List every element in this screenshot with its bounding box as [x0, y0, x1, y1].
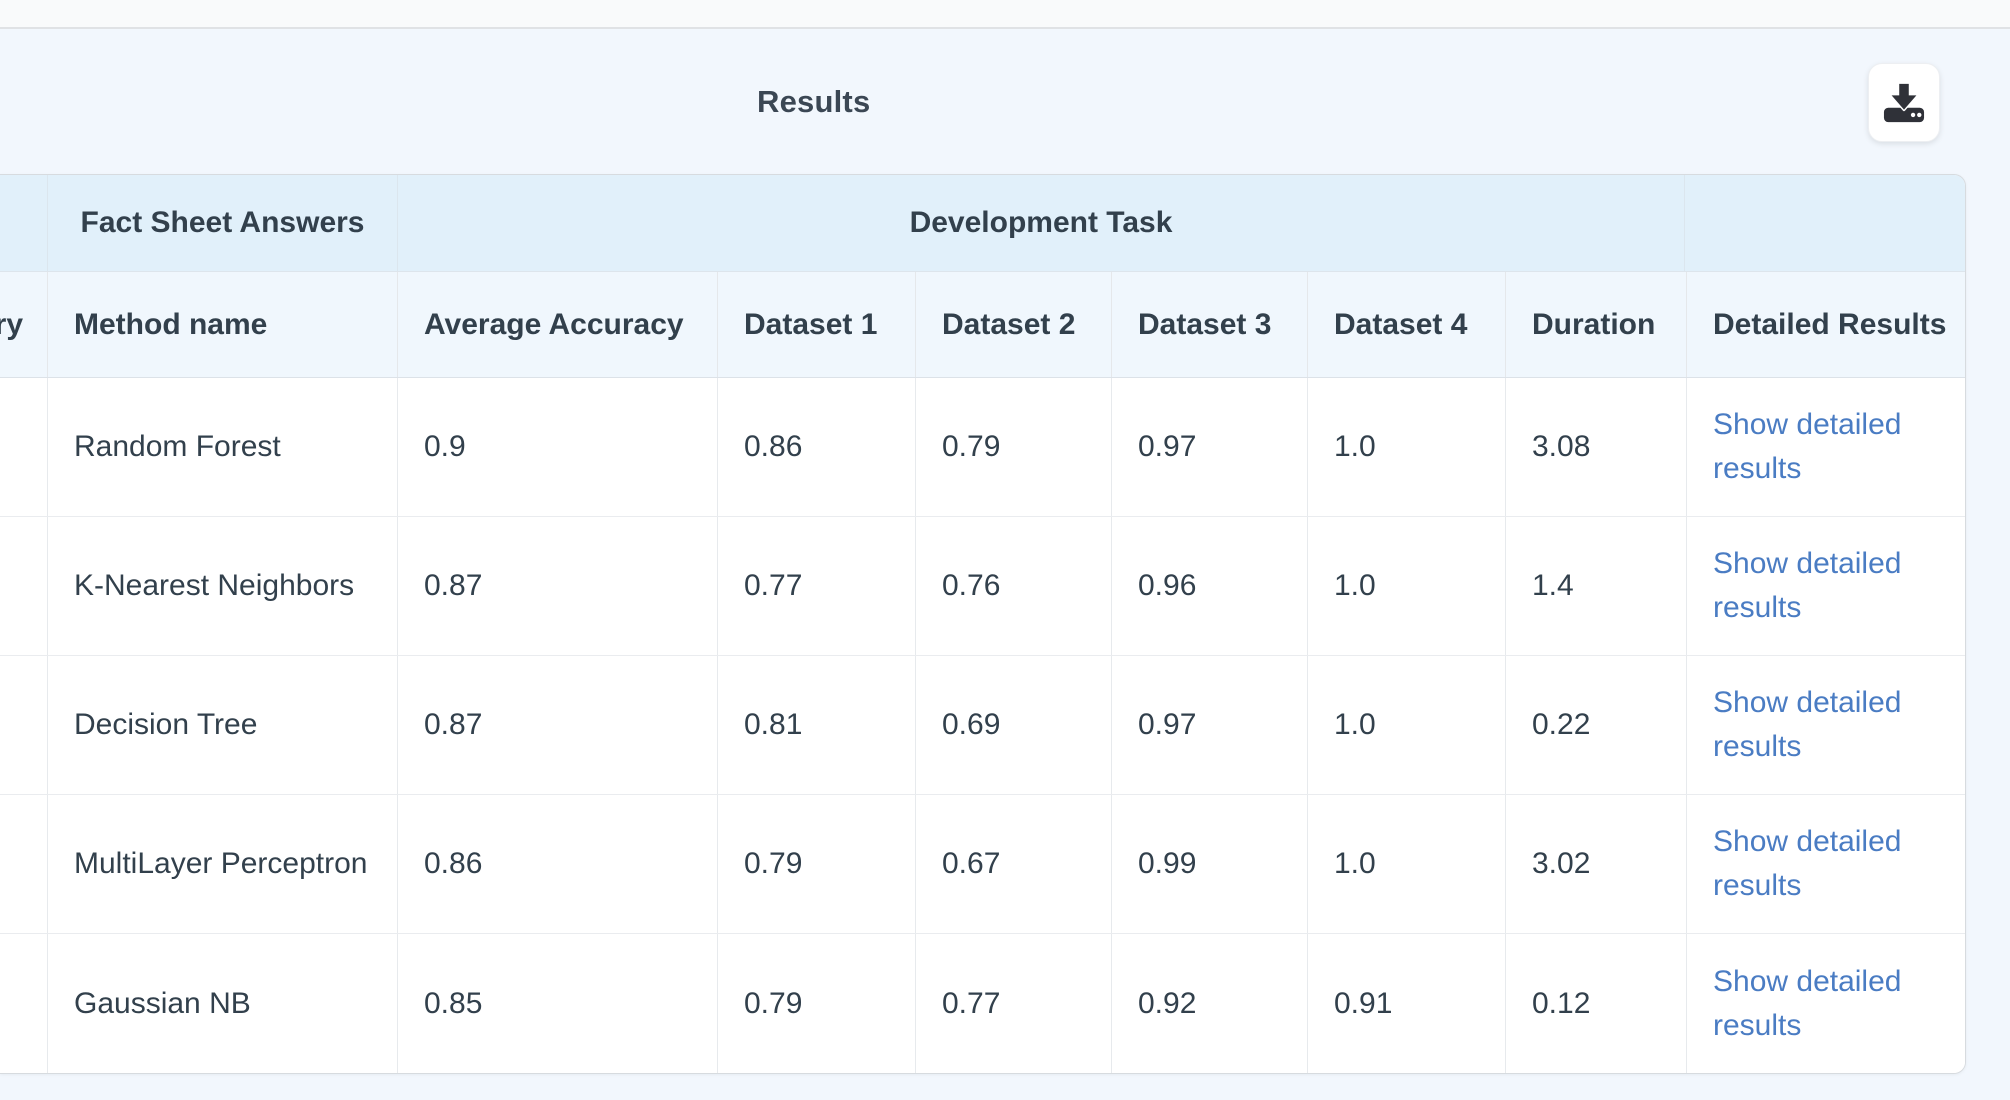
- average-accuracy-cell: 0.87: [398, 656, 718, 794]
- dataset-2-cell: 0.67: [916, 795, 1112, 933]
- dataset-1-cell: 0.81: [718, 656, 916, 794]
- method-name-cell: MultiLayer Perceptron: [48, 795, 398, 933]
- dataset-3-cell: 0.99: [1112, 795, 1308, 933]
- duration-cell: 3.08: [1506, 378, 1687, 516]
- group-header-blank: [1685, 175, 1965, 271]
- table-row: Gaussian NB 0.85 0.79 0.77 0.92 0.91 0.1…: [0, 934, 1965, 1073]
- duration-cell: 1.4: [1506, 517, 1687, 655]
- column-header-dataset-1[interactable]: Dataset 1: [718, 272, 916, 377]
- dataset-3-cell: 0.97: [1112, 656, 1308, 794]
- page-title: Results: [757, 83, 871, 119]
- dataset-3-cell: 0.96: [1112, 517, 1308, 655]
- results-card: Results Fact Sheet Answers Development T…: [0, 29, 2010, 1100]
- duration-cell: 3.02: [1506, 795, 1687, 933]
- show-detailed-results-link[interactable]: Show detailed results: [1713, 686, 1902, 763]
- dataset-4-cell: 1.0: [1308, 517, 1506, 655]
- average-accuracy-cell: 0.87: [398, 517, 718, 655]
- download-icon: [1881, 81, 1927, 124]
- dataset-1-cell: 0.86: [718, 378, 916, 516]
- average-accuracy-cell: 0.9: [398, 378, 718, 516]
- detailed-results-cell: Show detailed results: [1687, 934, 1965, 1073]
- truncated-category-cell: [0, 934, 48, 1073]
- results-title-bar: Results: [0, 29, 2010, 174]
- column-header-row: ry Method name Average Accuracy Dataset …: [0, 272, 1965, 378]
- table-row: Random Forest 0.9 0.86 0.79 0.97 1.0 3.0…: [0, 378, 1965, 517]
- show-detailed-results-link[interactable]: Show detailed results: [1713, 825, 1902, 902]
- table-row: K-Nearest Neighbors 0.87 0.77 0.76 0.96 …: [0, 517, 1965, 656]
- column-header-dataset-3[interactable]: Dataset 3: [1112, 272, 1308, 377]
- download-button[interactable]: [1868, 63, 1940, 142]
- group-header-development-task: Development Task: [398, 175, 1685, 271]
- dataset-3-cell: 0.97: [1112, 378, 1308, 516]
- duration-cell: 0.12: [1506, 934, 1687, 1073]
- dataset-4-cell: 1.0: [1308, 656, 1506, 794]
- dataset-2-cell: 0.69: [916, 656, 1112, 794]
- duration-cell: 0.22: [1506, 656, 1687, 794]
- average-accuracy-cell: 0.85: [398, 934, 718, 1073]
- column-header-method-name[interactable]: Method name: [48, 272, 398, 377]
- dataset-1-cell: 0.79: [718, 934, 916, 1073]
- dataset-2-cell: 0.77: [916, 934, 1112, 1073]
- group-header-truncated: [0, 175, 48, 271]
- dataset-2-cell: 0.79: [916, 378, 1112, 516]
- dataset-2-cell: 0.76: [916, 517, 1112, 655]
- page-top-strip: [0, 0, 2010, 29]
- dataset-1-cell: 0.77: [718, 517, 916, 655]
- column-header-detailed-results[interactable]: Detailed Results: [1713, 307, 1947, 341]
- average-accuracy-cell: 0.86: [398, 795, 718, 933]
- group-header-row: Fact Sheet Answers Development Task: [0, 175, 1965, 272]
- column-header-average-accuracy[interactable]: Average Accuracy: [398, 272, 718, 377]
- truncated-category-cell: [0, 656, 48, 794]
- dataset-4-cell: 0.91: [1308, 934, 1506, 1073]
- show-detailed-results-link[interactable]: Show detailed results: [1713, 964, 1902, 1042]
- table-body: Random Forest 0.9 0.86 0.79 0.97 1.0 3.0…: [0, 378, 1965, 1073]
- method-name-cell: Gaussian NB: [48, 934, 398, 1073]
- dataset-1-cell: 0.79: [718, 795, 916, 933]
- method-name-cell: Decision Tree: [48, 656, 398, 794]
- detailed-results-cell: Show detailed results: [1687, 517, 1965, 655]
- column-header-dataset-4[interactable]: Dataset 4: [1308, 272, 1506, 377]
- show-detailed-results-link[interactable]: Show detailed results: [1713, 408, 1902, 485]
- dataset-3-cell: 0.92: [1112, 934, 1308, 1073]
- group-header-fact-sheet-answers: Fact Sheet Answers: [48, 175, 398, 271]
- detailed-results-cell: Show detailed results: [1687, 378, 1965, 516]
- truncated-category-cell: [0, 517, 48, 655]
- table-row: Decision Tree 0.87 0.81 0.69 0.97 1.0 0.…: [0, 656, 1965, 795]
- truncated-category-cell: [0, 795, 48, 933]
- method-name-cell: K-Nearest Neighbors: [48, 517, 398, 655]
- detailed-results-cell: Show detailed results: [1687, 656, 1965, 794]
- dataset-4-cell: 1.0: [1308, 378, 1506, 516]
- dataset-4-cell: 1.0: [1308, 795, 1506, 933]
- detailed-results-cell: Show detailed results: [1687, 795, 1965, 933]
- truncated-category-cell: [0, 378, 48, 516]
- show-detailed-results-link[interactable]: Show detailed results: [1713, 547, 1902, 624]
- column-header-duration[interactable]: Duration: [1506, 272, 1687, 377]
- results-table: Fact Sheet Answers Development Task ry M…: [0, 174, 1966, 1074]
- table-row: MultiLayer Perceptron 0.86 0.79 0.67 0.9…: [0, 795, 1965, 934]
- method-name-cell: Random Forest: [48, 378, 398, 516]
- column-header-truncated-category[interactable]: ry: [0, 272, 48, 377]
- column-header-dataset-2[interactable]: Dataset 2: [916, 272, 1112, 377]
